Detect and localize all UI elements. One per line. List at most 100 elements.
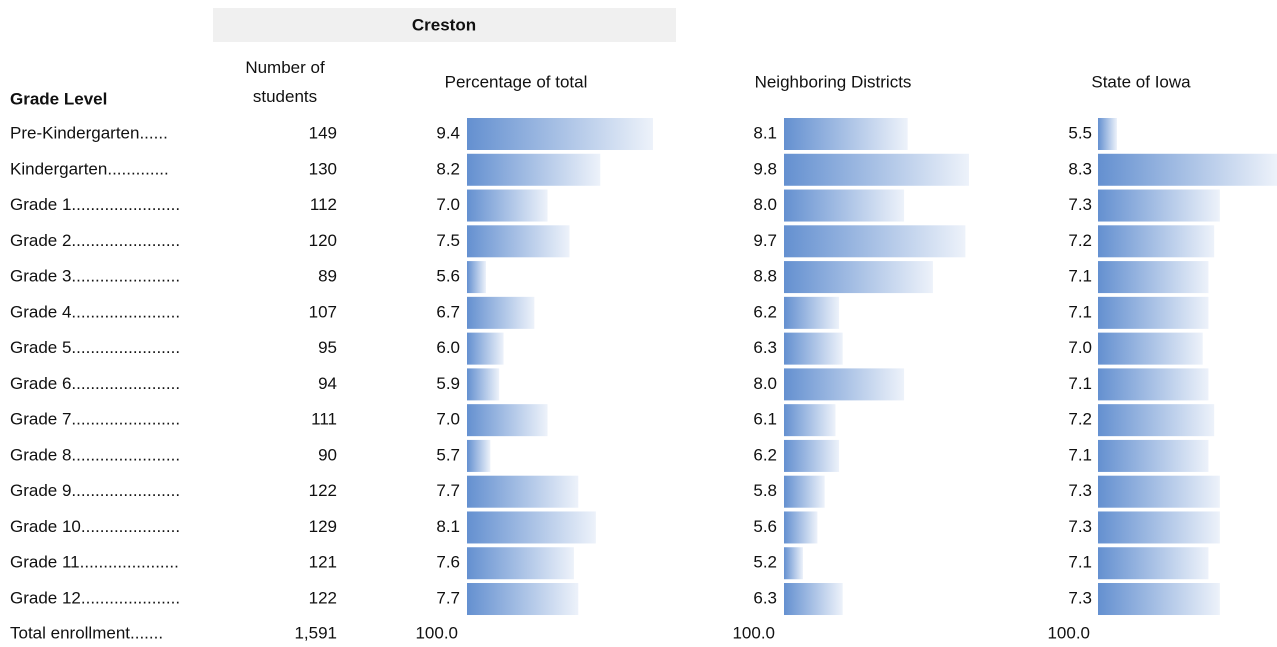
percent-value: 5.6 <box>436 267 460 286</box>
row-label: Grade 7....................... <box>10 410 180 429</box>
row-label: Grade 1....................... <box>10 195 180 214</box>
percent-value: 7.7 <box>436 588 460 607</box>
data-bar <box>784 153 969 186</box>
percent-value: 7.1 <box>1068 267 1092 286</box>
student-count: 112 <box>310 195 337 214</box>
data-bar <box>1098 547 1209 580</box>
data-bar <box>784 225 966 258</box>
student-count: 94 <box>318 374 337 393</box>
data-bar <box>1098 296 1209 329</box>
student-count: 120 <box>309 231 337 250</box>
student-count: 149 <box>309 123 337 142</box>
percent-value: 5.6 <box>753 517 777 536</box>
row-label: Kindergarten............. <box>10 159 169 178</box>
student-count: 89 <box>318 267 337 286</box>
total-label: Total enrollment....... <box>10 623 163 642</box>
percent-value: 6.1 <box>753 410 777 429</box>
row-label: Grade 8....................... <box>10 445 180 464</box>
data-bar <box>1098 118 1117 150</box>
column-header: Percentage of total <box>445 72 588 91</box>
student-count: 121 <box>309 553 337 572</box>
data-bar <box>784 475 825 508</box>
percent-value: 7.7 <box>436 481 460 500</box>
data-bar <box>467 189 548 222</box>
percent-value: 6.3 <box>753 338 777 357</box>
data-bar <box>467 225 570 258</box>
data-bar <box>784 547 803 580</box>
data-bar <box>467 118 653 150</box>
data-bar <box>1098 511 1220 544</box>
percent-value: 6.0 <box>436 338 460 357</box>
row-label: Grade 3....................... <box>10 267 180 286</box>
total-value: 1,591 <box>294 623 337 642</box>
percent-value: 7.6 <box>436 553 460 572</box>
percent-value: 7.2 <box>1068 410 1092 429</box>
total-value: 100.0 <box>732 623 775 642</box>
student-count: 111 <box>311 410 337 429</box>
student-count: 130 <box>309 159 337 178</box>
percent-value: 6.3 <box>753 588 777 607</box>
percent-value: 7.5 <box>436 231 460 250</box>
percent-value: 5.8 <box>753 481 777 500</box>
row-label: Grade 5....................... <box>10 338 180 357</box>
row-label: Grade 11..................... <box>10 553 179 572</box>
data-bar <box>467 475 579 508</box>
column-header: Neighboring Districts <box>755 72 912 91</box>
data-bar <box>784 439 840 472</box>
data-bar <box>1098 368 1209 401</box>
column-header: Number of students <box>245 58 325 106</box>
percent-value: 8.0 <box>753 374 777 393</box>
percent-value: 7.0 <box>1068 338 1092 357</box>
percent-value: 7.3 <box>1068 481 1092 500</box>
student-count: 122 <box>309 481 337 500</box>
data-bar <box>467 153 601 186</box>
percent-value: 9.8 <box>753 159 777 178</box>
data-bar <box>467 261 486 294</box>
data-bar <box>467 368 500 401</box>
row-label: Grade 2....................... <box>10 231 180 250</box>
student-count: 90 <box>318 445 337 464</box>
percent-value: 8.2 <box>436 159 460 178</box>
percent-value: 7.0 <box>436 195 460 214</box>
data-bar <box>1098 439 1209 472</box>
percent-value: 7.1 <box>1068 445 1092 464</box>
percent-value: 5.9 <box>436 374 460 393</box>
percent-value: 6.7 <box>436 302 460 321</box>
percent-value: 9.4 <box>436 123 460 142</box>
percent-value: 5.2 <box>753 553 777 572</box>
data-bar <box>1098 225 1215 258</box>
row-label: Grade 6....................... <box>10 374 180 393</box>
data-bar <box>1098 475 1220 508</box>
row-label: Grade 10..................... <box>10 517 180 536</box>
header-line: Number of <box>245 58 325 77</box>
student-count: 122 <box>309 588 337 607</box>
data-bar <box>784 332 843 365</box>
percent-value: 9.7 <box>753 231 777 250</box>
data-bar <box>467 404 548 437</box>
data-bar <box>467 439 491 472</box>
data-bar <box>784 583 843 616</box>
percent-value: 8.0 <box>753 195 777 214</box>
data-bar <box>1098 153 1277 186</box>
percent-value: 7.3 <box>1068 517 1092 536</box>
data-bar <box>784 511 818 544</box>
total-value: 100.0 <box>1047 623 1090 642</box>
data-bar <box>467 583 579 616</box>
row-label: Pre-Kindergarten...... <box>10 123 168 142</box>
data-bar <box>467 332 504 365</box>
percent-value: 6.2 <box>753 302 777 321</box>
data-bar <box>1098 583 1220 616</box>
header-title: Creston <box>412 15 476 34</box>
data-bar <box>467 296 535 329</box>
data-bar <box>1098 332 1203 365</box>
row-label: Grade 9....................... <box>10 481 180 500</box>
header-band <box>213 8 676 42</box>
data-bar <box>1098 189 1220 222</box>
percent-value: 7.2 <box>1068 231 1092 250</box>
percent-value: 8.3 <box>1068 159 1092 178</box>
percent-value: 7.1 <box>1068 302 1092 321</box>
row-label: Grade 12..................... <box>10 588 180 607</box>
percent-value: 5.5 <box>1068 123 1092 142</box>
data-bar <box>467 511 596 544</box>
data-bar <box>1098 404 1215 437</box>
